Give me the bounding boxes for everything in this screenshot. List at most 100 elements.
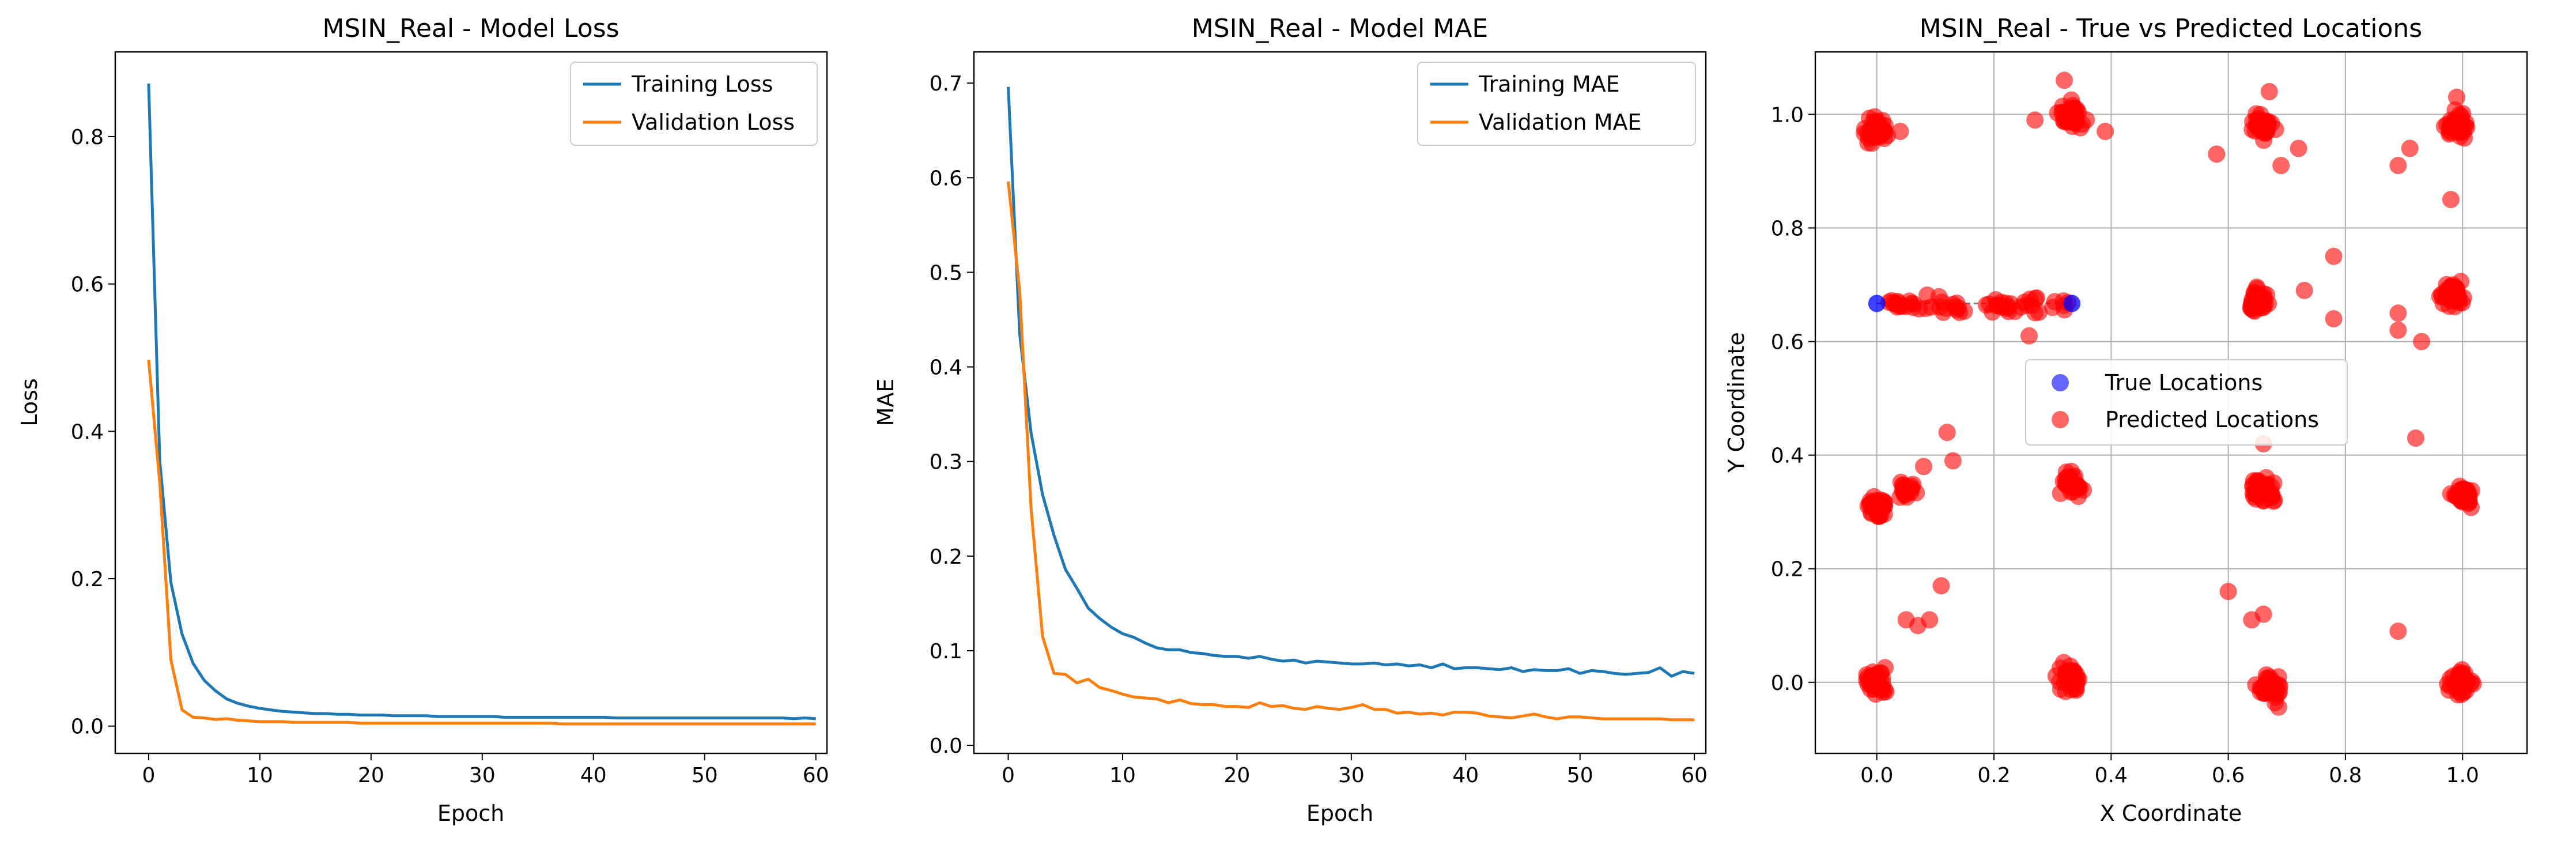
predicted-location-point — [1992, 293, 2010, 311]
predicted-location-point — [2290, 139, 2307, 157]
predicted-location-point — [1944, 452, 1962, 470]
predicted-location-point — [2325, 310, 2343, 328]
loss-ylabel: Loss — [17, 378, 42, 426]
predicted-location-point — [2056, 71, 2073, 89]
predicted-location-point — [2267, 676, 2285, 694]
locations-legend-label-true: True Locations — [2105, 370, 2263, 395]
mae-xtick-label: 40 — [1452, 764, 1479, 787]
loss-xtick-label: 30 — [469, 764, 496, 787]
loss-panel: 0 10 20 30 40 50 60 0.0 0.2 0.4 0.6 0.8 MSIN_Real -… — [17, 14, 829, 826]
mae-xlabel: Epoch — [1306, 801, 1373, 826]
mae-legend: Training MAE Validation MAE — [1417, 62, 1696, 146]
mae-legend-label-validation: Validation MAE — [1479, 110, 1642, 135]
predicted-location-point — [1921, 611, 1939, 629]
mae-ytick-label: 0.7 — [930, 72, 962, 96]
locations-xtick-label: 0.0 — [1860, 764, 1893, 787]
locations-legend-label-predicted: Predicted Locations — [2105, 407, 2319, 432]
locations-axes-frame — [1814, 51, 2528, 755]
locations-xtick-label: 1.0 — [2446, 764, 2479, 787]
predicted-location-point — [2272, 157, 2290, 175]
loss-xtick-label: 0 — [142, 764, 155, 787]
predicted-location-point — [2260, 83, 2278, 100]
locations-ytick-label: 0.8 — [1771, 217, 1804, 240]
predicted-location-point — [2295, 281, 2313, 299]
loss-legend: Training Loss Validation Loss — [570, 62, 818, 146]
mae-xtick-label: 30 — [1338, 764, 1365, 787]
loss-plot-marks: 0 10 20 30 40 50 60 0.0 0.2 0.4 0.6 0.8 — [71, 83, 829, 787]
predicted-location-point — [2441, 670, 2459, 688]
mae-axes-frame — [973, 51, 1707, 755]
true-location-point — [2063, 295, 2081, 312]
predicted-location-point — [2389, 321, 2407, 339]
loss-legend-label-validation: Validation Loss — [632, 110, 795, 135]
predicted-location-point — [2208, 145, 2226, 163]
predicted-location-point — [1875, 506, 1893, 523]
loss-ytick-label: 0.8 — [71, 126, 104, 149]
loss-series-line-0 — [147, 83, 816, 720]
locations-plot-marks: 0.0 0.2 0.4 0.6 0.8 1.0 0.0 0.2 0.4 0.6 0.8 1.0 — [1771, 52, 2527, 787]
predicted-location-point — [2254, 605, 2272, 623]
predicted-location-point — [1915, 458, 1932, 476]
mae-xtick-label: 50 — [1567, 764, 1593, 787]
loss-title: MSIN_Real - Model Loss — [322, 14, 619, 43]
mae-ytick-label: 0.0 — [930, 734, 962, 758]
locations-ytick-label: 1.0 — [1771, 103, 1804, 127]
mae-panel: 0 10 20 30 40 50 60 0.0 0.1 0.2 0.3 0.4 0.5 0.6 0.7 MS… — [873, 14, 1708, 826]
mae-ytick-label: 0.2 — [930, 545, 962, 569]
predicted-location-point — [2452, 116, 2469, 134]
predicted-location-point — [2219, 583, 2237, 601]
loss-xtick-label: 10 — [247, 764, 273, 787]
predicted-location-point — [2097, 123, 2114, 140]
loss-xlabel: Epoch — [437, 801, 504, 826]
predicted-location-point — [2026, 289, 2044, 307]
predicted-location-point — [2455, 668, 2473, 686]
mae-xtick-label: 10 — [1109, 764, 1136, 787]
locations-xtick-label: 0.4 — [2095, 764, 2128, 787]
mae-ytick-label: 0.4 — [930, 356, 962, 380]
mae-xtick-label: 0 — [1002, 764, 1015, 787]
loss-legend-label-training: Training Loss — [631, 71, 773, 97]
mae-title: MSIN_Real - Model MAE — [1192, 14, 1488, 43]
mae-series-line-1 — [1007, 181, 1695, 722]
predicted-location-point — [2325, 247, 2343, 265]
mae-xtick-label: 20 — [1224, 764, 1251, 787]
locations-ytick-label: 0.0 — [1771, 672, 1804, 695]
loss-ytick-label: 0.6 — [71, 273, 104, 297]
predicted-location-point — [1869, 675, 1887, 693]
predicted-location-point — [2389, 157, 2407, 175]
predicted-location-point — [1938, 424, 1956, 442]
mae-legend-label-training: Training MAE — [1478, 71, 1620, 97]
mae-ytick-label: 0.6 — [930, 167, 962, 190]
predicted-location-point — [2455, 488, 2473, 506]
predicted-location-point — [1895, 483, 1913, 500]
loss-axes-frame — [114, 51, 828, 755]
loss-xtick-label: 40 — [580, 764, 607, 787]
locations-ytick-label: 0.6 — [1771, 331, 1804, 354]
predicted-location-point — [2066, 105, 2084, 123]
locations-xlabel: X Coordinate — [2100, 801, 2242, 826]
locations-legend: True Locations Predicted Locations — [2025, 359, 2348, 446]
predicted-location-point — [2413, 333, 2430, 350]
predicted-location-point — [1874, 112, 1891, 130]
predicted-location-point — [2269, 698, 2287, 716]
predicted-location-point — [2407, 429, 2424, 447]
predicted-location-point — [2448, 88, 2465, 106]
predicted-location-point — [1891, 123, 1909, 140]
predicted-location-point — [2250, 110, 2268, 127]
predicted-location-point — [1887, 295, 1905, 312]
loss-ytick-label: 0.0 — [71, 715, 104, 739]
locations-panel: 0.0 0.2 0.4 0.6 0.8 1.0 0.0 0.2 0.4 0.6 0.8 1.0 MSI… — [1724, 14, 2528, 826]
locations-legend-box — [2025, 359, 2348, 446]
predicted-location-point — [2026, 111, 2044, 129]
locations-ylabel: Y Coordinate — [1724, 332, 1749, 473]
predicted-location-point — [2442, 191, 2460, 209]
mae-ytick-label: 0.1 — [930, 640, 962, 663]
loss-legend-box — [570, 62, 818, 146]
locations-title: MSIN_Real - True vs Predicted Locations — [1920, 14, 2422, 43]
predicted-location-point — [2389, 623, 2407, 640]
mae-ytick-label: 0.3 — [930, 451, 962, 474]
mae-legend-box — [1417, 62, 1696, 146]
mae-xtick-label: 60 — [1681, 764, 1708, 787]
loss-ytick-label: 0.2 — [71, 568, 104, 591]
